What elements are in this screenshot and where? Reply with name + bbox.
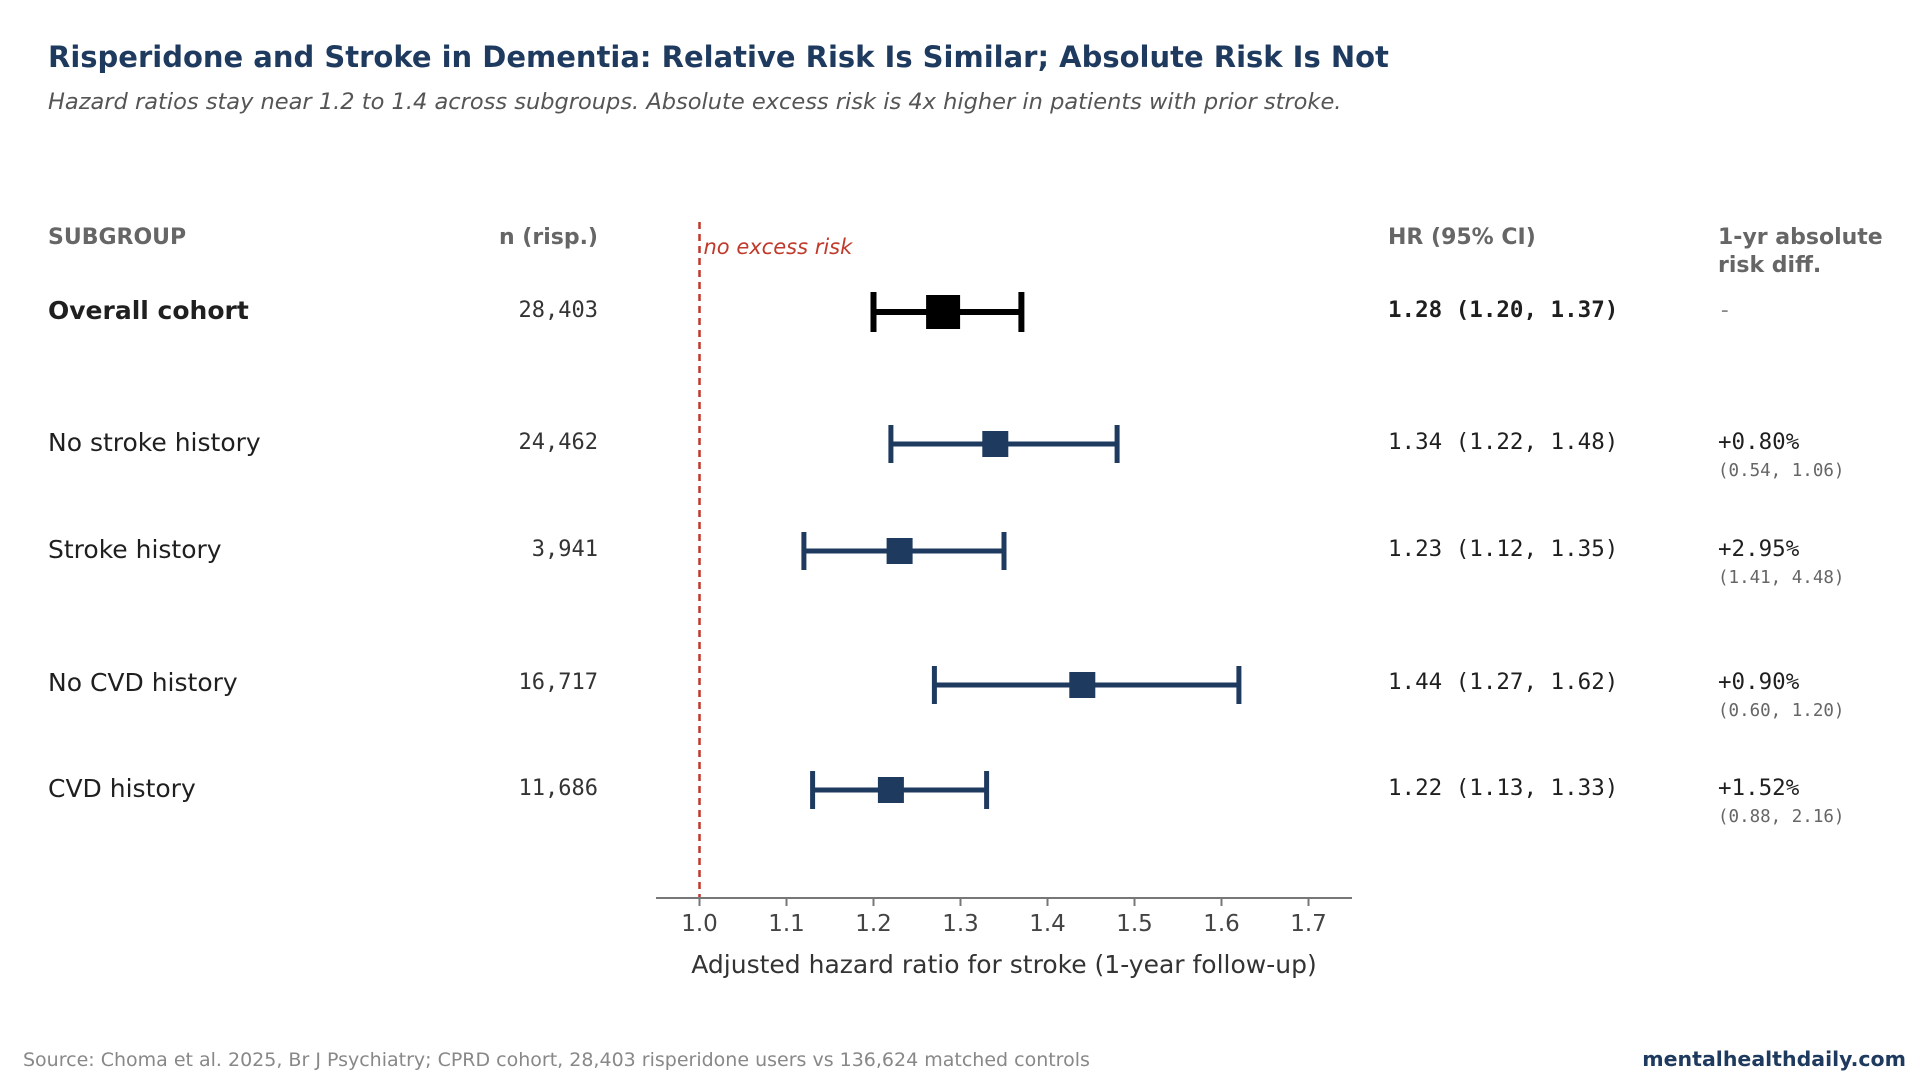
row-hr-overall: 1.28 (1.20, 1.37) <box>1388 297 1619 323</box>
column-header-n: n (risp.) <box>498 225 598 250</box>
column-header-rd-line1: 1-yr absolute <box>1718 225 1883 250</box>
row-rd-ci-cvd: (0.88, 2.16) <box>1718 807 1845 827</box>
x-tick-label-6: 1.6 <box>1203 911 1240 937</box>
row-hr-no-stroke: 1.34 (1.22, 1.48) <box>1388 429 1619 455</box>
hr-point-3 <box>1069 672 1096 698</box>
column-header-hr: HR (95% CI) <box>1388 225 1536 250</box>
row-label-cvd: CVD history <box>48 774 196 803</box>
x-tick-label-7: 1.7 <box>1290 911 1327 937</box>
row-rd-ci-no-stroke: (0.54, 1.06) <box>1718 461 1845 481</box>
x-tick-label-0: 1.0 <box>681 911 718 937</box>
row-label-no-stroke: No stroke history <box>48 428 261 457</box>
row-n-cvd: 11,686 <box>518 776 598 801</box>
row-n-no-stroke: 24,462 <box>518 430 598 455</box>
brand-label: mentalhealthdaily.com <box>1642 1047 1906 1071</box>
hr-point-2 <box>886 538 913 564</box>
column-header-rd-line2: risk diff. <box>1718 253 1822 278</box>
chart-title: Risperidone and Stroke in Dementia: Rela… <box>48 40 1389 74</box>
x-tick-label-3: 1.3 <box>942 911 979 937</box>
row-hr-cvd: 1.22 (1.13, 1.33) <box>1388 775 1619 801</box>
row-n-no-cvd: 16,717 <box>518 670 598 695</box>
row-hr-stroke: 1.23 (1.12, 1.35) <box>1388 536 1619 562</box>
reference-line-label: no excess risk <box>704 235 854 259</box>
hr-point-4 <box>877 777 904 803</box>
row-rd-overall: - <box>1718 297 1732 323</box>
row-label-stroke: Stroke history <box>48 535 222 564</box>
row-label-overall: Overall cohort <box>48 296 249 325</box>
source-note: Source: Choma et al. 2025, Br J Psychiat… <box>23 1049 1090 1071</box>
row-rd-ci-no-cvd: (0.60, 1.20) <box>1718 701 1845 721</box>
row-rd-ci-stroke: (1.41, 4.48) <box>1718 568 1845 588</box>
row-hr-no-cvd: 1.44 (1.27, 1.62) <box>1388 669 1619 695</box>
row-rd-cvd: +1.52% <box>1718 775 1800 801</box>
row-n-stroke: 3,941 <box>531 537 598 562</box>
x-tick-label-2: 1.2 <box>855 911 892 937</box>
chart-subtitle: Hazard ratios stay near 1.2 to 1.4 acros… <box>48 89 1342 115</box>
x-tick-label-1: 1.1 <box>768 911 805 937</box>
hr-point-0 <box>926 295 961 329</box>
x-axis-label: Adjusted hazard ratio for stroke (1-year… <box>691 950 1316 979</box>
row-rd-no-cvd: +0.90% <box>1718 669 1800 695</box>
column-header-subgroup: SUBGROUP <box>48 225 187 250</box>
hr-point-1 <box>982 431 1009 457</box>
row-rd-no-stroke: +0.80% <box>1718 429 1800 455</box>
row-label-no-cvd: No CVD history <box>48 668 238 697</box>
row-n-overall: 28,403 <box>518 298 598 323</box>
row-rd-stroke: +2.95% <box>1718 536 1800 562</box>
x-tick-label-4: 1.4 <box>1029 911 1066 937</box>
x-tick-label-5: 1.5 <box>1116 911 1153 937</box>
